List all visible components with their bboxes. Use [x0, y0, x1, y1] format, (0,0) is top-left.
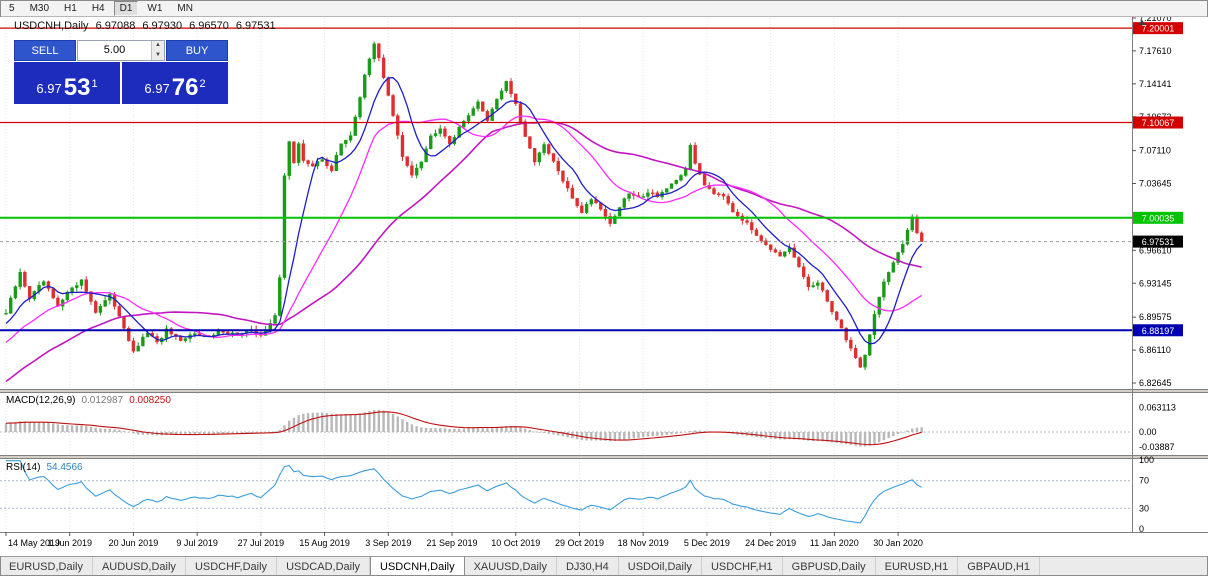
level-price-tag: 7.20001	[1133, 22, 1183, 35]
svg-text:6.88197: 6.88197	[1142, 326, 1175, 336]
ma-mid-line	[5, 115, 923, 343]
timeframe-button-m30[interactable]: M30	[29, 2, 50, 14]
svg-text:7.20001: 7.20001	[1142, 24, 1175, 34]
buy-price-small: 6.97	[144, 81, 170, 96]
svg-text:7.17610: 7.17610	[1139, 46, 1172, 56]
svg-text:30 Jan 2020: 30 Jan 2020	[873, 538, 923, 548]
sell-button[interactable]: SELL	[14, 40, 76, 61]
symbol-tab-gbpaud[interactable]: GBPAUD,H1	[958, 557, 1040, 576]
svg-text:70: 70	[1139, 476, 1149, 486]
svg-text:3 Sep 2019: 3 Sep 2019	[365, 538, 411, 548]
svg-text:6.96610: 6.96610	[1139, 245, 1172, 255]
svg-text:7.00035: 7.00035	[1142, 213, 1175, 223]
timeframe-button-d1[interactable]: D1	[113, 0, 139, 16]
panel-separators	[0, 389, 1208, 533]
level-price-tag: 6.88197	[1133, 324, 1183, 337]
timeframe-button-mn[interactable]: MN	[177, 2, 193, 14]
svg-text:30: 30	[1139, 503, 1149, 513]
svg-text:24 Dec 2019: 24 Dec 2019	[745, 538, 796, 548]
volume-down-icon[interactable]: ▼	[152, 50, 164, 60]
svg-text:6.97531: 6.97531	[1142, 237, 1175, 247]
volume-field[interactable]: 5.00 ▲ ▼	[77, 40, 165, 61]
macd-signal-line	[5, 411, 922, 446]
sell-price-button[interactable]: 6.97 53 1	[14, 62, 120, 104]
volume-spinner: ▲ ▼	[151, 41, 164, 60]
timeframe-button-h4[interactable]: H4	[91, 2, 105, 14]
svg-text:0.063113: 0.063113	[1139, 402, 1176, 412]
svg-text:7.07110: 7.07110	[1139, 146, 1171, 156]
svg-text:7.21070: 7.21070	[1139, 17, 1172, 23]
sell-price-big: 53	[63, 74, 91, 101]
svg-text:6.89575: 6.89575	[1139, 312, 1172, 322]
buy-price-big: 76	[171, 74, 199, 101]
buy-button[interactable]: BUY	[166, 40, 228, 61]
level-price-tag: 7.00035	[1133, 211, 1183, 224]
svg-text:29 Oct 2019: 29 Oct 2019	[555, 538, 604, 548]
timeframe-button-w1[interactable]: W1	[147, 2, 163, 14]
svg-text:11 Jan 2020: 11 Jan 2020	[810, 538, 859, 548]
svg-text:6.86110: 6.86110	[1139, 345, 1171, 355]
symbol-tab-eurusd[interactable]: EURUSD,Daily	[0, 557, 93, 576]
symbol-tab-usdoil[interactable]: USDOil,Daily	[619, 557, 702, 576]
rsi-panel	[0, 460, 1132, 524]
volume-value[interactable]: 5.00	[103, 44, 126, 56]
svg-text:-0.03887: -0.03887	[1139, 442, 1175, 452]
chart-window: 7.210707.176107.141417.106727.071107.036…	[0, 17, 1208, 556]
timeframe-button-h1[interactable]: H1	[64, 2, 77, 14]
sell-price-small: 6.97	[36, 81, 62, 96]
ma-slow-line	[5, 121, 922, 383]
svg-text:21 Sep 2019: 21 Sep 2019	[427, 538, 478, 548]
svg-text:6.82645: 6.82645	[1139, 378, 1172, 388]
svg-text:14 May 2019: 14 May 2019	[8, 538, 60, 548]
level-price-tag: 7.10067	[1133, 116, 1183, 129]
chart-canvas[interactable]: 7.210707.176107.141417.106727.071107.036…	[0, 17, 1208, 556]
timeframe-button-5[interactable]: 5	[9, 2, 15, 14]
level-lines	[0, 27, 1132, 332]
macd-panel	[0, 409, 1132, 447]
symbol-tab-usdchf[interactable]: USDCHF,H1	[702, 557, 783, 576]
one-click-trading-panel: SELL 5.00 ▲ ▼ BUY 6.97 53 1 6.97	[14, 40, 228, 104]
symbol-tab-eurusd[interactable]: EURUSD,H1	[876, 557, 959, 576]
svg-text:7.14141: 7.14141	[1139, 79, 1172, 89]
volume-up-icon[interactable]: ▲	[152, 41, 164, 51]
symbol-tab-gbpusd[interactable]: GBPUSD,Daily	[783, 557, 876, 576]
current-price-tag: 6.97531	[1133, 235, 1183, 248]
svg-text:20 Jun 2019: 20 Jun 2019	[109, 538, 159, 548]
svg-text:10 Oct 2019: 10 Oct 2019	[491, 538, 540, 548]
symbol-tab-usdcad[interactable]: USDCAD,Daily	[277, 557, 371, 576]
symbol-tabbar: EURUSD,Daily AUDUSD,Daily USDCHF,Daily USDC…	[0, 556, 1208, 576]
buy-price-pip: 2	[199, 78, 206, 90]
svg-text:5 Dec 2019: 5 Dec 2019	[684, 538, 730, 548]
buy-price-button[interactable]: 6.97 76 2	[122, 62, 228, 104]
ma-fast-line	[5, 77, 923, 345]
svg-text:100: 100	[1139, 455, 1154, 465]
symbol-tab-audusd[interactable]: AUDUSD,Daily	[93, 557, 186, 576]
symbol-tab-dj30[interactable]: DJ30,H4	[557, 557, 619, 576]
symbol-tab-usdchf[interactable]: USDCHF,Daily	[186, 557, 278, 576]
sell-price-pip: 1	[91, 78, 98, 90]
svg-text:6.93145: 6.93145	[1139, 278, 1172, 288]
timeframe-toolbar: 5 M30 H1 H4 D1 W1 MN	[0, 0, 1208, 17]
svg-text:15 Aug 2019: 15 Aug 2019	[299, 538, 350, 548]
rsi-line	[6, 460, 922, 524]
svg-text:0: 0	[1139, 524, 1144, 534]
svg-text:1 Jun 2019: 1 Jun 2019	[47, 538, 92, 548]
svg-text:0.00: 0.00	[1139, 427, 1157, 437]
symbol-tab-xauusd[interactable]: XAUUSD,Daily	[465, 557, 557, 576]
svg-text:9 Jul 2019: 9 Jul 2019	[176, 538, 218, 548]
scale-arrow-icon[interactable]	[1138, 20, 1146, 25]
svg-text:27 Jul 2019: 27 Jul 2019	[238, 538, 285, 548]
svg-text:7.10067: 7.10067	[1142, 118, 1175, 128]
symbol-tab-usdcnh[interactable]: USDCNH,Daily	[370, 557, 465, 576]
svg-text:18 Nov 2019: 18 Nov 2019	[618, 538, 669, 548]
svg-text:7.03645: 7.03645	[1139, 179, 1172, 189]
